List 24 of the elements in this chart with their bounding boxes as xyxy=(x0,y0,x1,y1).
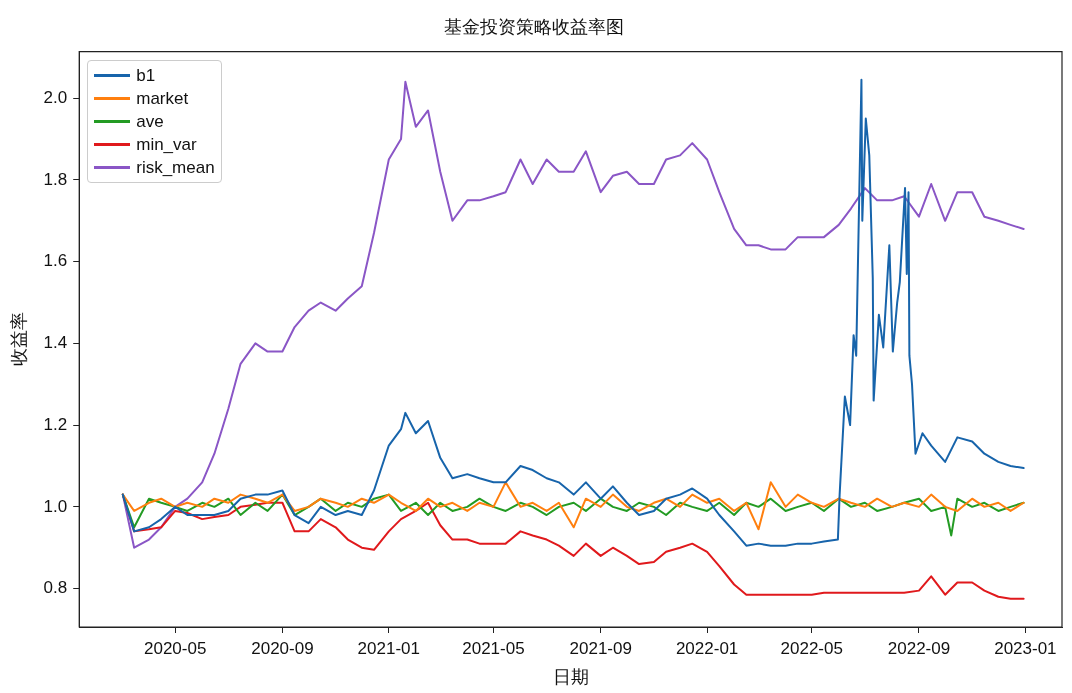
x-tick-label: 2021-05 xyxy=(462,638,525,658)
y-tick-label: 1.6 xyxy=(43,251,68,271)
x-tick-label: 2021-01 xyxy=(357,638,420,658)
legend-label: market xyxy=(136,87,189,110)
chart-title: 基金投资策略收益率图 xyxy=(444,16,624,38)
legend-label: risk_mean xyxy=(136,156,215,179)
x-tick-label: 2021-09 xyxy=(569,638,632,658)
x-tick-label: 2020-05 xyxy=(143,638,207,658)
legend-label: b1 xyxy=(136,64,156,87)
legend-label: ave xyxy=(136,110,164,133)
y-tick-label: 2.0 xyxy=(43,87,68,107)
x-axis-title: 日期 xyxy=(552,665,589,687)
y-axis-title: 收益率 xyxy=(8,312,30,367)
y-tick-label: 1.4 xyxy=(43,333,68,353)
y-tick-label: 1.2 xyxy=(43,414,68,434)
legend-label: min_var xyxy=(136,133,197,156)
y-tick-label: 1.0 xyxy=(43,496,68,516)
y-tick-label: 1.8 xyxy=(43,169,68,189)
x-tick-label: 2023-01 xyxy=(994,638,1057,658)
x-tick-label: 2022-01 xyxy=(675,638,739,658)
x-tick-label: 2022-05 xyxy=(780,638,843,658)
x-tick-label: 2020-09 xyxy=(251,638,314,658)
y-tick-label: 0.8 xyxy=(43,578,68,598)
x-tick-label: 2022-09 xyxy=(887,638,951,658)
